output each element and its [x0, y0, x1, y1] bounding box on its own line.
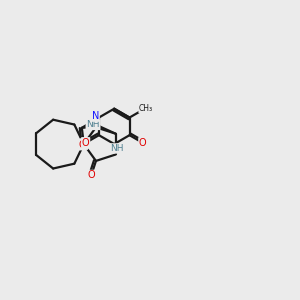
Text: O: O — [82, 138, 89, 148]
Text: NH: NH — [110, 144, 123, 153]
Text: N: N — [80, 139, 87, 149]
Text: N: N — [92, 111, 99, 121]
Text: O: O — [78, 140, 86, 150]
Text: NH: NH — [86, 120, 100, 129]
Text: CH₃: CH₃ — [139, 103, 153, 112]
Text: O: O — [139, 138, 147, 148]
Text: O: O — [87, 170, 95, 181]
